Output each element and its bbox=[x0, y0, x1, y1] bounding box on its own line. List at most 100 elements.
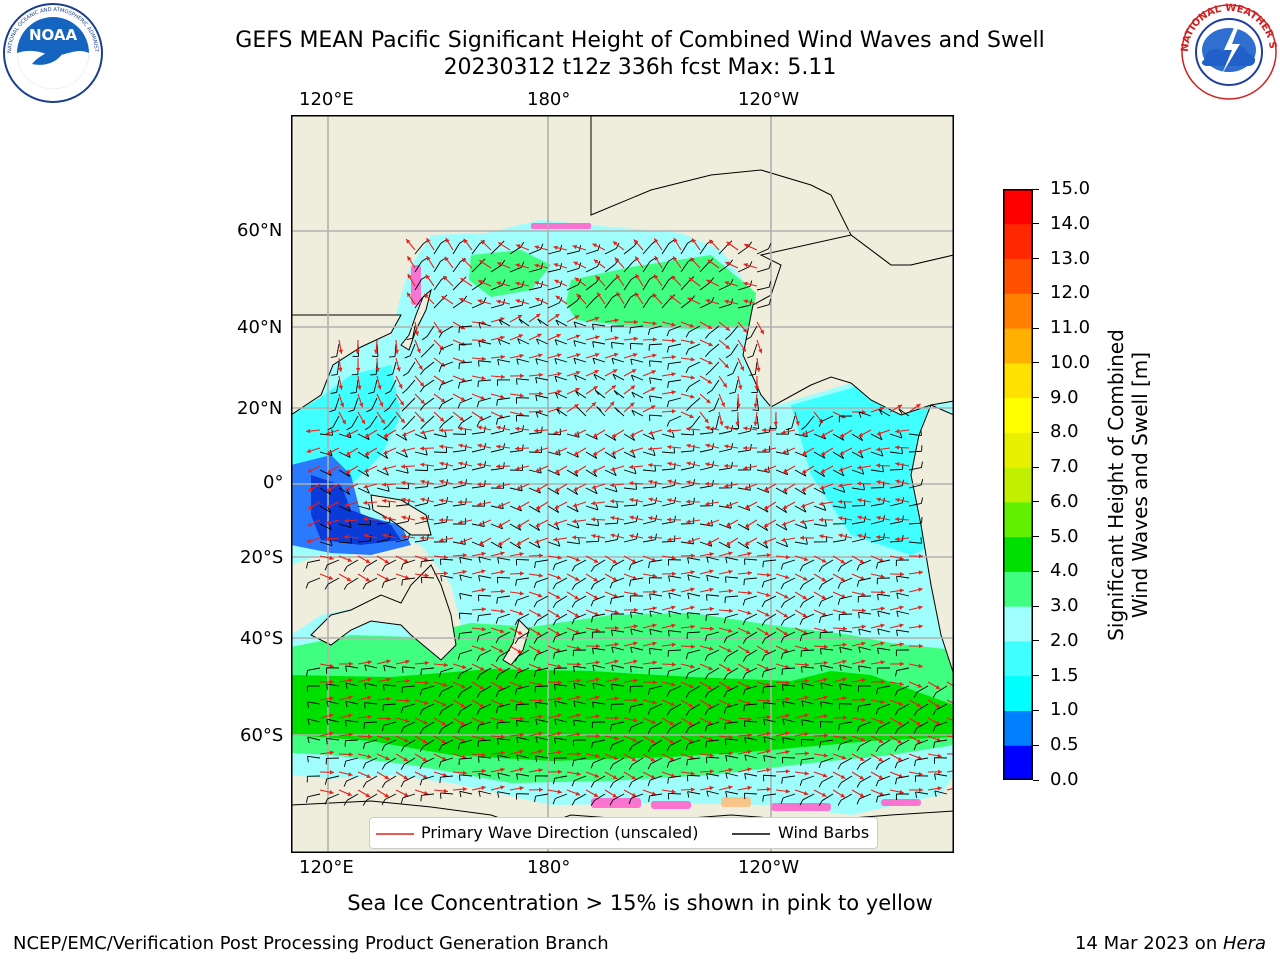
wave-direction-arrowhead bbox=[327, 469, 332, 474]
wave-direction-arrowhead bbox=[728, 767, 733, 773]
wave-direction-arrowhead bbox=[689, 684, 694, 689]
wind-barb bbox=[763, 718, 777, 726]
wind-barb bbox=[438, 685, 454, 698]
wind-barb bbox=[552, 793, 568, 805]
wind-barb bbox=[856, 757, 872, 770]
wind-barb bbox=[782, 700, 796, 708]
wave-direction-arrowhead bbox=[899, 623, 904, 628]
wave-direction-arrowhead bbox=[690, 587, 695, 592]
lat-label-20s: 20°S bbox=[240, 547, 284, 568]
wave-direction-arrowhead bbox=[554, 504, 560, 509]
wind-barb bbox=[383, 397, 397, 413]
wave-direction-arrowhead bbox=[673, 256, 678, 261]
wind-barb bbox=[744, 754, 758, 761]
wind-barb bbox=[661, 447, 676, 454]
wind-barb bbox=[439, 415, 454, 429]
wind-barb bbox=[666, 415, 682, 427]
wave-direction-arrowhead bbox=[842, 735, 847, 740]
wave-direction-arrowhead bbox=[612, 369, 618, 374]
wave-direction-arrowhead bbox=[534, 428, 539, 433]
wind-barb bbox=[572, 757, 587, 767]
wind-barb bbox=[609, 757, 625, 770]
wave-direction-arrowhead bbox=[880, 699, 885, 704]
wind-barb bbox=[476, 397, 492, 408]
wave-direction-arrowhead bbox=[878, 738, 884, 743]
wind-barb bbox=[515, 415, 530, 422]
wind-barb bbox=[566, 537, 580, 545]
wind-barb bbox=[745, 325, 758, 341]
wind-barb bbox=[419, 703, 435, 716]
wave-direction-arrowhead bbox=[785, 713, 790, 719]
wind-barb bbox=[661, 515, 676, 525]
wind-barb bbox=[685, 685, 701, 698]
wind-barb bbox=[801, 682, 815, 690]
wave-direction-arrowhead bbox=[479, 703, 485, 708]
wind-barb bbox=[744, 736, 758, 744]
wind-barb bbox=[813, 487, 826, 495]
wave-direction-arrowhead bbox=[554, 279, 559, 284]
wind-barb bbox=[547, 449, 561, 456]
wave-direction-arrowhead bbox=[652, 589, 657, 595]
wind-barb bbox=[376, 451, 389, 459]
wind-barb bbox=[575, 390, 587, 399]
wave-direction-arrowhead bbox=[709, 587, 714, 592]
wind-barb bbox=[571, 595, 587, 608]
wave-direction-arrowhead bbox=[424, 660, 429, 666]
wave-direction-arrowhead bbox=[329, 790, 334, 795]
wave-direction-arrowhead bbox=[576, 662, 581, 667]
wave-direction-arrowhead bbox=[499, 628, 505, 634]
wind-barb bbox=[875, 775, 891, 787]
wave-direction-arrowhead bbox=[443, 662, 448, 668]
colorbar-tick-label: 7.0 bbox=[1050, 456, 1079, 478]
wind-barb bbox=[497, 754, 511, 762]
wave-direction-arrowhead bbox=[648, 446, 653, 452]
wave-direction-arrowhead bbox=[651, 719, 656, 724]
wave-direction-arrowhead bbox=[879, 719, 885, 724]
wind-barb bbox=[628, 559, 644, 571]
colorbar-tick-mark bbox=[1033, 292, 1039, 294]
wave-direction-arrowhead bbox=[401, 515, 406, 520]
wave-direction-arrowhead bbox=[610, 533, 615, 538]
wind-barb bbox=[438, 379, 454, 391]
wave-direction-arrowhead bbox=[401, 480, 406, 486]
wave-direction-arrowhead bbox=[861, 697, 866, 702]
wind-barb bbox=[439, 792, 454, 799]
wave-direction-arrowhead bbox=[575, 387, 580, 392]
wind-barb bbox=[794, 505, 807, 513]
wave-direction-arrowhead bbox=[860, 737, 866, 742]
wave-direction-arrowhead bbox=[537, 593, 543, 598]
wind-barb bbox=[851, 451, 864, 459]
wave-direction-arrowhead bbox=[519, 393, 524, 398]
wind-barb bbox=[642, 257, 656, 273]
wave-direction-arrowhead bbox=[377, 385, 382, 390]
wind-barb bbox=[896, 610, 910, 617]
wind-barb bbox=[667, 361, 682, 370]
wind-barb bbox=[357, 487, 370, 494]
wind-barb bbox=[668, 610, 682, 618]
wind-barb bbox=[571, 631, 587, 641]
wind-barb bbox=[319, 505, 332, 513]
wave-direction-arrowhead bbox=[823, 677, 828, 682]
wind-barb bbox=[648, 577, 663, 584]
wind-barb bbox=[592, 647, 606, 655]
wind-barb bbox=[628, 739, 644, 752]
wind-barb bbox=[647, 721, 663, 734]
wind-barb bbox=[799, 595, 815, 608]
wave-direction-arrowhead bbox=[630, 432, 635, 437]
grid-lines bbox=[291, 115, 954, 853]
wave-direction-arrowhead bbox=[667, 428, 672, 433]
wind-barb bbox=[609, 577, 625, 589]
wave-direction-arrowhead bbox=[329, 731, 334, 736]
wave-direction-arrowhead bbox=[689, 323, 695, 328]
wave-direction-arrowhead bbox=[477, 443, 482, 448]
wind-barb bbox=[402, 666, 416, 673]
wave-direction-arrowhead bbox=[648, 535, 653, 540]
wind-barb bbox=[609, 793, 625, 806]
wave-direction-arrowhead bbox=[629, 402, 635, 407]
wave-direction-arrowhead bbox=[753, 403, 758, 408]
wave-direction-arrowhead bbox=[802, 595, 807, 600]
wave-direction-arrowhead bbox=[741, 347, 746, 352]
wave-direction-arrowhead bbox=[518, 611, 524, 616]
wave-direction-arrowhead bbox=[500, 609, 505, 614]
wind-barb bbox=[363, 721, 378, 729]
